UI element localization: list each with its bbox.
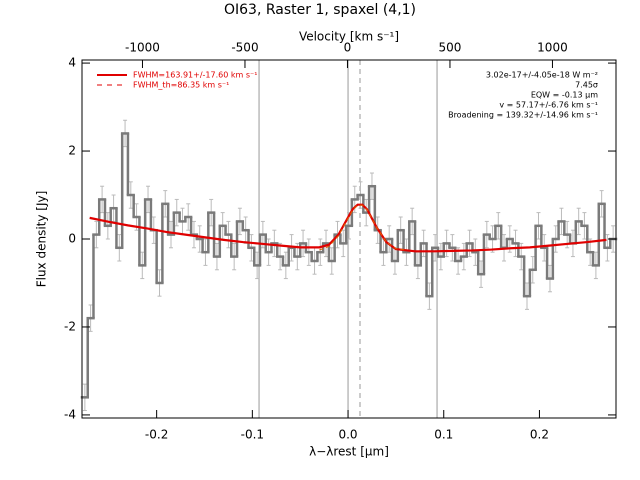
y-tick-label: 2 — [68, 144, 76, 158]
annotation: 3.02e-17+/-4.05e-18 W m⁻² — [486, 71, 598, 80]
x2-tick-label: 500 — [439, 41, 462, 55]
chart-title: OI63, Raster 1, spaxel (4,1) — [224, 2, 416, 18]
annotation: EQW = -0.13 μm — [531, 91, 598, 100]
annotation: v = 57.17+/-6.76 km s⁻¹ — [499, 101, 598, 110]
x-tick-label: -0.2 — [145, 428, 168, 442]
legend-label: FWHM_th=86.35 km s⁻¹ — [133, 81, 229, 90]
y-tick-label: 0 — [68, 232, 76, 246]
x2-tick-label: -500 — [231, 41, 258, 55]
x2-tick-label: -1000 — [125, 41, 160, 55]
x2-axis-label: Velocity [km s⁻¹] — [299, 30, 399, 44]
y-tick-label: -4 — [64, 407, 76, 421]
y-tick-label: -2 — [64, 319, 76, 333]
x-tick-label: -0.1 — [241, 428, 264, 442]
legend-label: FWHM=163.91+/-17.60 km s⁻¹ — [133, 71, 257, 80]
x-axis-label: λ−λ​rest [μm] — [309, 445, 389, 459]
x-tick-label: 0.2 — [530, 428, 549, 442]
x-tick-label: 0.1 — [434, 428, 453, 442]
annotation: Broadening = 139.32+/-14.96 km s⁻¹ — [448, 111, 598, 120]
x-tick-label: 0.0 — [338, 428, 357, 442]
y-axis-label: Flux density [Jy] — [35, 191, 49, 288]
x2-tick-label: 1000 — [537, 41, 568, 55]
fit-line — [319, 204, 406, 251]
annotation: 7.45σ — [575, 81, 598, 90]
x2-tick-label: 0 — [344, 41, 352, 55]
y-tick-label: 4 — [68, 56, 76, 70]
